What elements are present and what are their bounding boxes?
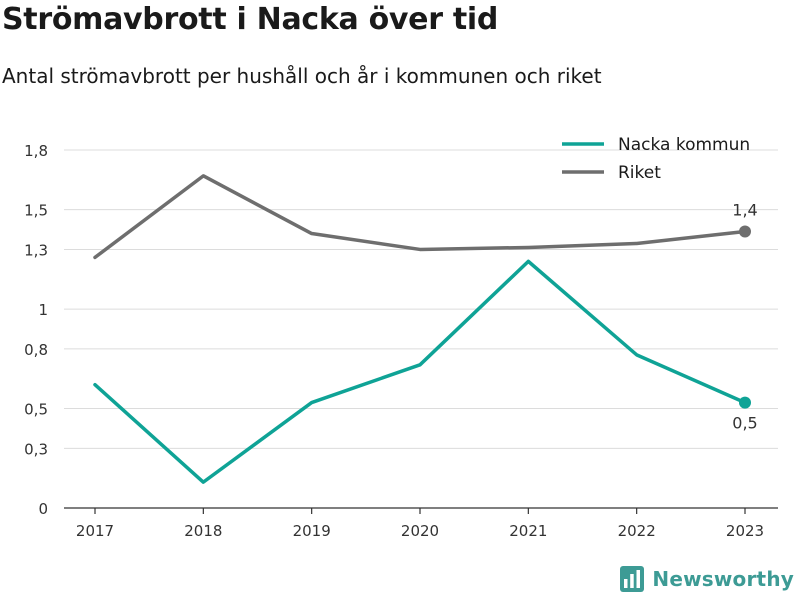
y-tick-label: 0 bbox=[38, 500, 48, 518]
data-label: 1,4 bbox=[732, 201, 757, 220]
y-tick-label: 0,8 bbox=[24, 341, 48, 359]
series-line-riket bbox=[93, 174, 747, 260]
chart-subtitle: Antal strömavbrott per hushåll och år i … bbox=[2, 64, 602, 88]
legend: Nacka kommun Riket bbox=[562, 135, 750, 183]
x-tick-label: 2022 bbox=[618, 522, 656, 540]
x-tick-label: 2021 bbox=[509, 522, 547, 540]
x-tick-label: 2020 bbox=[401, 522, 439, 540]
x-tick-label: 2017 bbox=[76, 522, 114, 540]
legend-label: Riket bbox=[618, 163, 661, 183]
legend-label: Nacka kommun bbox=[618, 135, 750, 155]
axis-layer: 0 0,3 0,5 0,8 1 1,3 1,5 1,8 2017 2018 2019 2020 2021… bbox=[24, 142, 778, 540]
series-end-marker bbox=[739, 225, 751, 238]
x-tick-label: 2019 bbox=[293, 522, 331, 540]
newsworthy-logo: Newsworthy bbox=[620, 566, 794, 592]
series-layer bbox=[93, 174, 751, 484]
grid-layer bbox=[64, 149, 778, 449]
brand-name: Newsworthy bbox=[652, 567, 794, 591]
x-tick-label: 2018 bbox=[184, 522, 222, 540]
y-tick-label: 1,5 bbox=[24, 202, 48, 220]
bar-chart-logo-icon bbox=[620, 566, 645, 592]
y-tick-label: 0,3 bbox=[24, 440, 48, 458]
x-tick-label: 2023 bbox=[726, 522, 764, 540]
series-line-nacka-kommun bbox=[93, 259, 747, 484]
y-tick-label: 1,3 bbox=[24, 241, 48, 259]
y-tick-label: 1 bbox=[38, 301, 48, 319]
series-end-marker bbox=[739, 396, 751, 409]
label-layer: 0,5 1,4 bbox=[732, 201, 757, 433]
y-tick-label: 0,5 bbox=[24, 401, 48, 419]
chart-title: Strömavbrott i Nacka över tid bbox=[2, 2, 499, 37]
y-tick-label: 1,8 bbox=[24, 142, 48, 160]
data-label: 0,5 bbox=[732, 414, 757, 433]
